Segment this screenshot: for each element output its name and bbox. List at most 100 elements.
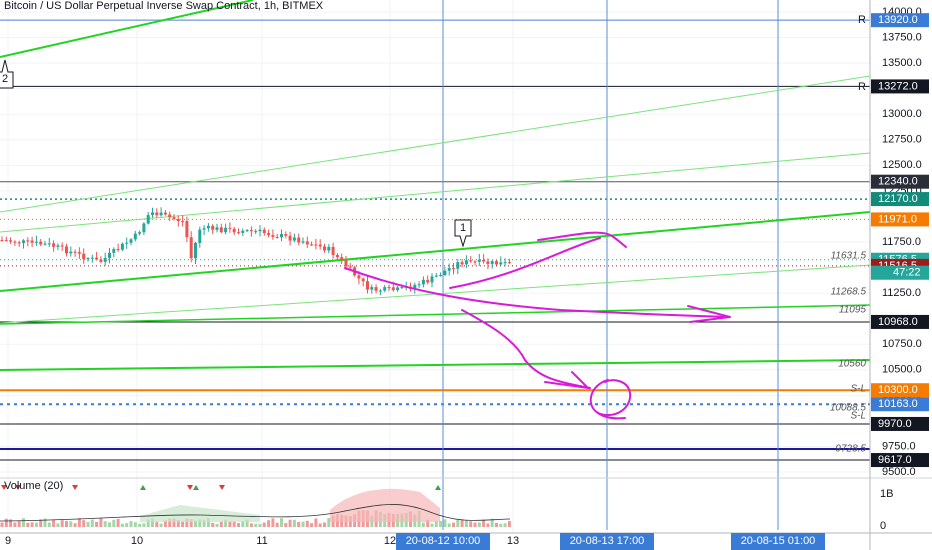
candle-body	[82, 253, 86, 260]
date-tag-label: 20-08-15 01:00	[741, 535, 816, 547]
resistance-mark: R	[858, 81, 866, 93]
countdown: 47:22	[893, 267, 921, 279]
volume-bar	[228, 521, 232, 527]
volume-bar	[172, 518, 176, 527]
candle-body	[439, 274, 443, 276]
price-tag	[871, 383, 929, 398]
price-tag	[871, 174, 929, 189]
volume-bar	[116, 519, 120, 527]
candle-body	[26, 240, 30, 242]
volume-bar	[267, 520, 271, 527]
annotation: 1	[460, 222, 466, 234]
volume-bar	[241, 520, 245, 527]
candle-body	[254, 231, 258, 233]
candle-body	[421, 279, 425, 285]
volume-tick: 1B	[880, 488, 893, 500]
volume-bar	[43, 518, 47, 527]
volume-bar	[284, 523, 288, 527]
volume-bar	[17, 521, 21, 527]
price-tick: 10750.0	[882, 338, 922, 350]
candle-body	[361, 278, 365, 282]
candle-body	[43, 243, 47, 245]
volume-bar	[292, 519, 296, 527]
volume-bar	[181, 521, 185, 527]
candle-body	[495, 261, 498, 265]
volume-bar	[56, 523, 60, 527]
drawings	[344, 231, 731, 420]
line-label: S-L	[850, 411, 866, 422]
time-tick: 11	[256, 535, 267, 547]
price-tag	[871, 453, 929, 468]
price-tag-label: 10968.0	[878, 316, 918, 328]
candle-body	[267, 233, 271, 236]
candle-body	[301, 241, 305, 243]
candle-body	[176, 219, 180, 222]
price-tag	[871, 13, 929, 28]
candle-body	[146, 215, 150, 224]
candle-body	[460, 262, 464, 265]
signal-marker	[435, 485, 441, 490]
price-tick: 9500.0	[882, 466, 916, 478]
candle-body	[452, 268, 455, 270]
annotation: 2	[2, 73, 8, 85]
candle-body	[125, 242, 129, 244]
candle-body	[400, 287, 404, 289]
candle-body	[490, 261, 494, 264]
candles	[0, 207, 511, 296]
volume-bar	[138, 523, 142, 527]
volume-bar	[22, 518, 25, 527]
circle	[589, 379, 632, 416]
trend-line	[0, 304, 871, 325]
candle-body	[292, 237, 296, 241]
candle-body	[391, 287, 395, 291]
volume-bar	[314, 518, 318, 527]
candle-body	[503, 262, 507, 264]
volume-bar	[176, 519, 180, 527]
candle-body	[142, 223, 146, 233]
candle-body	[344, 260, 348, 267]
price-tag	[871, 416, 929, 431]
candle-body	[288, 235, 292, 241]
candle-body	[232, 228, 236, 233]
candle-body	[13, 241, 17, 243]
volume-bar	[26, 522, 30, 527]
candle-body	[219, 227, 223, 233]
price-tag-label: 12170.0	[878, 193, 918, 205]
line-label: S-L	[850, 384, 866, 395]
annotation-bubble	[0, 59, 14, 89]
candle-body	[159, 212, 163, 216]
volume-bar	[155, 521, 159, 527]
line-label: 11631.5	[831, 251, 867, 262]
chart-title: Bitcoin / US Dollar Perpetual Inverse Sw…	[4, 0, 324, 12]
candle-body	[378, 290, 382, 292]
volume-bar	[151, 518, 154, 527]
trend-line	[0, 211, 871, 292]
candle-body	[120, 243, 124, 250]
candle-body	[258, 229, 262, 232]
candle-body	[237, 232, 240, 234]
price-tag	[871, 192, 929, 207]
signal-marker	[219, 485, 225, 490]
arrow-head	[544, 371, 591, 390]
candle-body	[318, 244, 322, 247]
volume-bar	[108, 522, 111, 527]
volume-pane	[0, 485, 511, 527]
candle-body	[477, 259, 481, 262]
candle-body	[464, 260, 468, 265]
volume-bar	[9, 519, 13, 527]
grid	[0, 0, 870, 533]
candle-body	[9, 240, 13, 242]
trend-line	[0, 359, 871, 371]
candle-body	[95, 257, 99, 260]
trend-line	[0, 152, 871, 233]
volume-bar	[103, 521, 107, 527]
volume-bar	[232, 521, 236, 527]
volume-bar	[271, 518, 275, 527]
candle-body	[357, 275, 361, 279]
circle-tail	[597, 412, 626, 420]
candle-body	[52, 243, 56, 247]
volume-bar	[288, 519, 292, 527]
candle-body	[473, 261, 477, 263]
